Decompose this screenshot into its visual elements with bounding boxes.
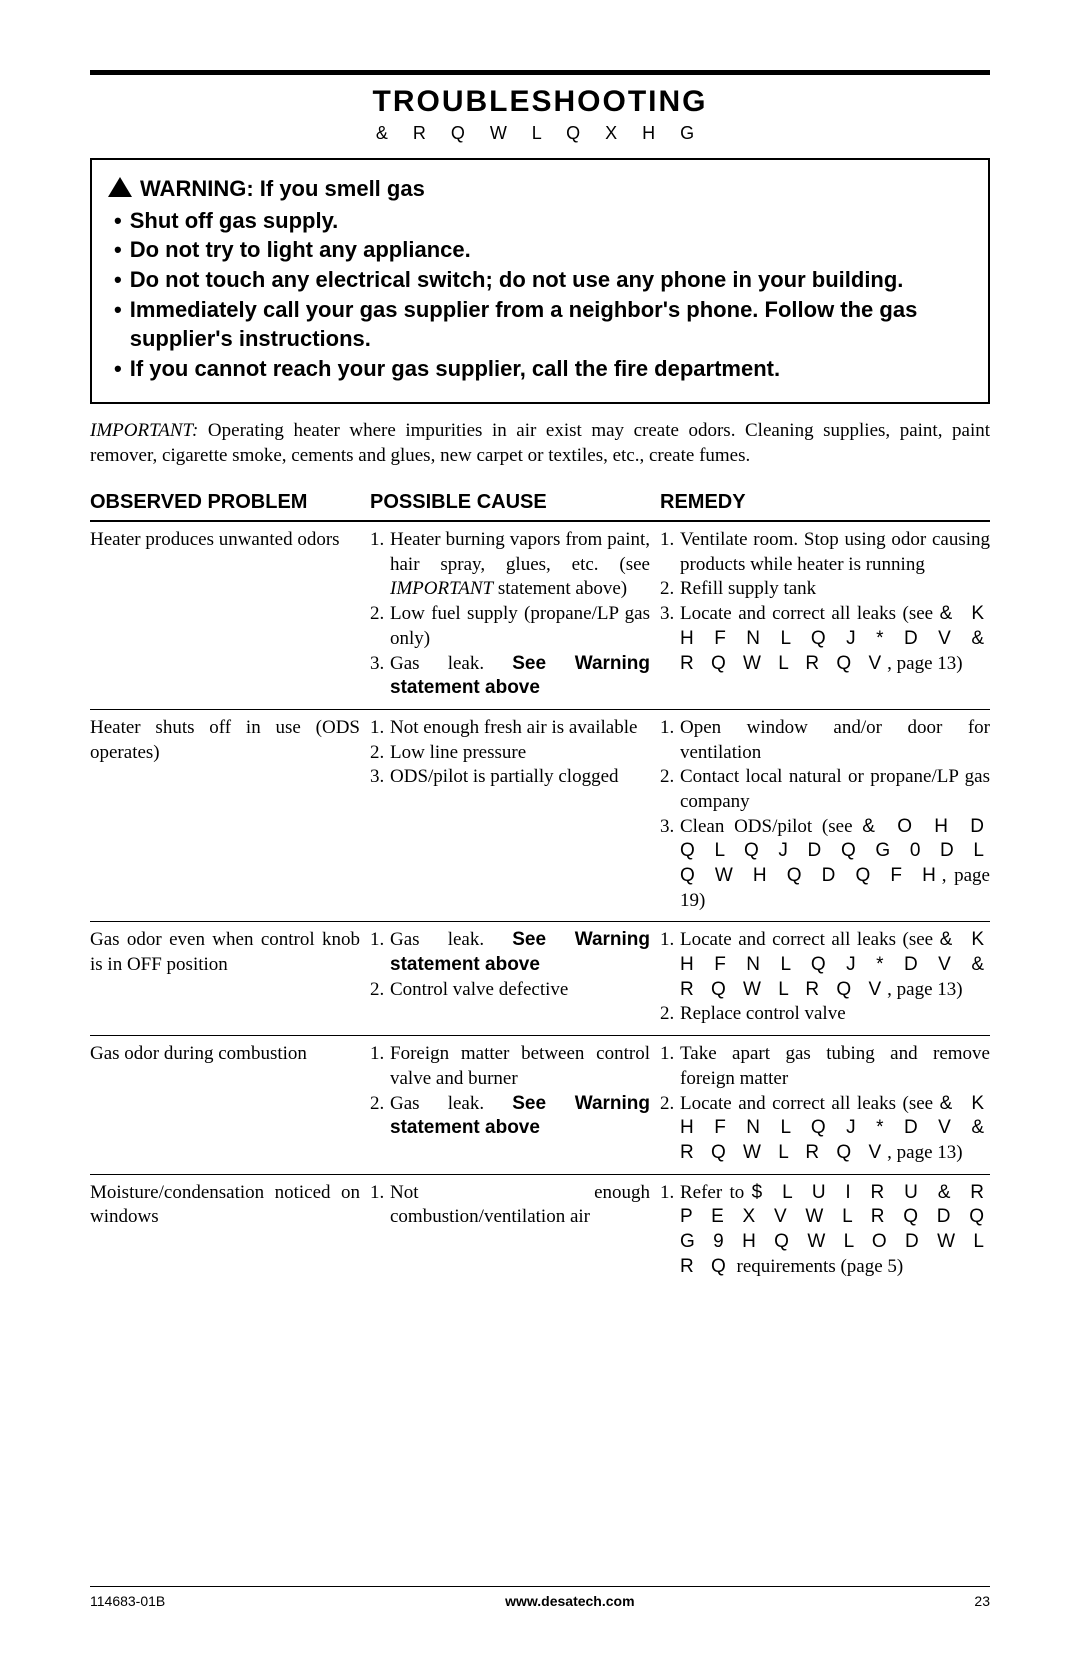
list-item: 2.Control valve defective [370,978,650,1003]
list-item: 1.Not enough combustion/ventilation air [370,1181,650,1230]
warning-item: Do not try to light any appliance. [108,235,972,265]
cell-remedy: 1.Locate and correct all leaks (see & K … [660,928,990,1027]
list-item: 3.Locate and correct all leaks (see & K … [660,602,990,676]
warning-list: Shut off gas supply.Do not try to light … [108,206,972,384]
list-item: 2.Low line pressure [370,741,650,766]
table-body: Heater produces unwanted odors1.Heater b… [90,522,990,1287]
table-row: Gas odor even when control knob is in OF… [90,922,990,1036]
th-observed-problem: OBSERVED PROBLEM [90,491,370,514]
list-item: 2.Contact local natural or propane/LP ga… [660,765,990,814]
table-row: Gas odor during combustion1.Foreign matt… [90,1036,990,1174]
footer-url: www.desatech.com [505,1593,634,1609]
cell-problem: Gas odor during combustion [90,1042,370,1165]
cell-problem: Heater produces unwanted odors [90,528,370,701]
page-subtitle: & R Q W L Q X H G [90,123,990,144]
cell-cause: 1.Heater burning vapors from paint, hair… [370,528,660,701]
footer-page-number: 23 [974,1593,990,1609]
list-item: 3.Clean ODS/pilot (see & O H D Q L Q J D… [660,815,990,914]
warning-triangle-icon [108,177,132,197]
list-item: 2.Refill supply tank [660,577,990,602]
list-item: 2.Low fuel supply (propane/LP gas only) [370,602,650,651]
list-item: 1.Gas leak. See Warning statement above [370,928,650,977]
cell-cause: 1.Not enough combustion/ventilation air [370,1181,660,1280]
list-item: 1.Ventilate room. Stop using odor causin… [660,528,990,577]
list-item: 1.Not enough fresh air is available [370,716,650,741]
cell-problem: Gas odor even when control knob is in OF… [90,928,370,1027]
page-title: TROUBLESHOOTING [90,85,990,119]
list-item: 1.Refer to $ L U I R U & R P E X V W L R… [660,1181,990,1280]
cell-remedy: 1.Ventilate room. Stop using odor causin… [660,528,990,701]
list-item: 2.Replace control valve [660,1002,990,1027]
warning-item: Immediately call your gas supplier from … [108,295,972,354]
important-label: IMPORTANT: [90,420,198,441]
list-item: 3.Gas leak. See Warning statement above [370,652,650,701]
cell-remedy: 1.Refer to $ L U I R U & R P E X V W L R… [660,1181,990,1280]
list-item: 1.Take apart gas tubing and remove forei… [660,1042,990,1091]
list-item: 1.Locate and correct all leaks (see & K … [660,928,990,1002]
table-row: Moisture/condensation noticed on windows… [90,1175,990,1288]
top-rule [90,70,990,75]
important-note: IMPORTANT: Operating heater where impuri… [90,418,990,469]
list-item: 2.Locate and correct all leaks (see & K … [660,1092,990,1166]
cell-problem: Heater shuts off in use (ODS operates) [90,716,370,914]
warning-heading-row: WARNING: If you smell gas [108,174,972,204]
warning-box: WARNING: If you smell gas Shut off gas s… [90,158,990,404]
list-item: 1.Heater burning vapors from paint, hair… [370,528,650,602]
cell-cause: 1.Not enough fresh air is available2.Low… [370,716,660,914]
page: TROUBLESHOOTING & R Q W L Q X H G WARNIN… [0,0,1080,1669]
th-remedy: REMEDY [660,491,990,514]
cell-cause: 1.Foreign matter between control valve a… [370,1042,660,1165]
warning-item: If you cannot reach your gas supplier, c… [108,354,972,384]
table-row: Heater shuts off in use (ODS operates)1.… [90,710,990,923]
warning-item: Do not touch any electrical switch; do n… [108,265,972,295]
troubleshooting-table: OBSERVED PROBLEM POSSIBLE CAUSE REMEDY H… [90,491,990,1287]
list-item: 1.Open window and/or door for ventilatio… [660,716,990,765]
table-row: Heater produces unwanted odors1.Heater b… [90,522,990,710]
cell-cause: 1.Gas leak. See Warning statement above2… [370,928,660,1027]
table-header-row: OBSERVED PROBLEM POSSIBLE CAUSE REMEDY [90,491,990,522]
cell-remedy: 1.Take apart gas tubing and remove forei… [660,1042,990,1165]
cell-problem: Moisture/condensation noticed on windows [90,1181,370,1280]
list-item: 2.Gas leak. See Warning statement above [370,1092,650,1141]
page-footer: 114683-01B www.desatech.com 23 [90,1586,990,1609]
warning-heading: WARNING: If you smell gas [140,174,425,204]
th-possible-cause: POSSIBLE CAUSE [370,491,660,514]
list-item: 1.Foreign matter between control valve a… [370,1042,650,1091]
warning-item: Shut off gas supply. [108,206,972,236]
important-text: Operating heater where impurities in air… [90,420,990,467]
footer-doc-number: 114683-01B [90,1593,165,1609]
cell-remedy: 1.Open window and/or door for ventilatio… [660,716,990,914]
list-item: 3.ODS/pilot is partially clogged [370,765,650,790]
